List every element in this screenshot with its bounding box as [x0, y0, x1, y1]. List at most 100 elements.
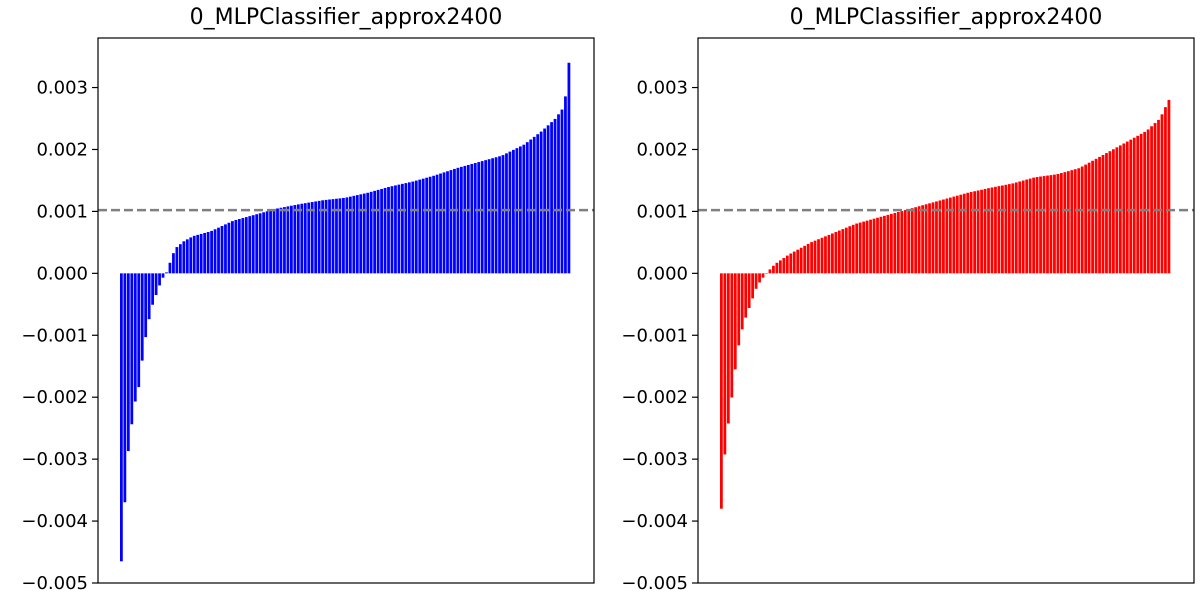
bar [175, 247, 179, 274]
bar [380, 188, 383, 274]
bar [1087, 162, 1091, 274]
bar [421, 178, 425, 274]
bar [449, 170, 453, 274]
y-tick-label: 0.000 [36, 263, 88, 284]
bar [747, 273, 751, 308]
bar [120, 273, 123, 562]
bar [782, 258, 786, 274]
y-tick-label: −0.002 [21, 387, 88, 408]
bar [1105, 153, 1108, 274]
bar [231, 221, 234, 274]
bar [512, 149, 515, 274]
bar [758, 273, 761, 283]
chart-title-left: 0_MLPClassifier_approx2400 [190, 5, 503, 30]
bar [858, 222, 862, 274]
y-tick-label: 0.003 [36, 78, 88, 99]
bar [983, 188, 987, 274]
plot-frame-right [697, 37, 1195, 584]
bar [862, 221, 866, 274]
bar [401, 183, 404, 274]
bar [744, 273, 748, 318]
bar [1025, 179, 1029, 274]
y-tick-label: 0.002 [636, 139, 688, 160]
bar [976, 190, 980, 274]
bar [1011, 183, 1015, 274]
bar [477, 162, 481, 274]
bar [529, 139, 533, 274]
bar [1108, 151, 1112, 274]
bar [924, 204, 928, 274]
bar [203, 232, 207, 274]
bar [900, 211, 904, 274]
bar [796, 249, 800, 274]
bar [1077, 168, 1081, 274]
bar [331, 199, 335, 274]
bar [886, 214, 890, 274]
bar [411, 181, 415, 274]
y-axis-right: −0.005 −0.004 −0.003 −0.002 −0.001 0.000 0.001… [621, 78, 698, 594]
bar [1046, 175, 1049, 274]
bar [935, 201, 938, 274]
bar [560, 109, 564, 274]
bar [1101, 155, 1105, 274]
bar [1129, 139, 1133, 274]
bar [525, 142, 529, 274]
bar [810, 242, 813, 274]
bar [733, 273, 737, 370]
bar [158, 273, 161, 286]
bar [269, 210, 272, 274]
bar [1063, 172, 1067, 274]
bar [206, 232, 210, 274]
bar [407, 182, 411, 274]
bar [720, 273, 723, 509]
bar [817, 239, 820, 274]
bar [1035, 177, 1039, 274]
bar [806, 243, 810, 274]
bar [820, 237, 824, 274]
bar [813, 240, 817, 274]
bar [1042, 176, 1046, 274]
bar [178, 244, 182, 274]
bar [1004, 184, 1008, 274]
bar [740, 273, 744, 330]
bar [723, 273, 727, 455]
bar [352, 195, 356, 274]
bar [328, 199, 331, 274]
bar [1146, 129, 1150, 274]
bar [827, 234, 831, 274]
bar [1007, 184, 1011, 274]
bar [872, 218, 876, 274]
bar [185, 239, 189, 274]
bar [199, 233, 203, 274]
bar [321, 200, 324, 274]
bar [317, 200, 321, 274]
bar [1091, 160, 1094, 274]
bar [505, 153, 508, 274]
bar [973, 191, 977, 274]
bar [376, 189, 380, 274]
bar [768, 269, 772, 274]
bar [1098, 156, 1101, 274]
bar [879, 216, 883, 274]
bar [865, 220, 869, 274]
bar [889, 213, 893, 274]
bar [262, 212, 266, 274]
chart-title-right: 0_MLPClassifier_approx2400 [790, 5, 1103, 30]
bar [172, 253, 175, 274]
bar [220, 226, 224, 274]
bar [737, 273, 741, 346]
bar [425, 177, 429, 274]
bar [567, 62, 571, 274]
bar [765, 272, 768, 274]
bar [224, 224, 227, 274]
bar [834, 232, 838, 274]
y-tick-label: 0.003 [636, 78, 688, 99]
bar [945, 198, 949, 274]
bar [355, 195, 359, 274]
bar [293, 205, 297, 274]
bar [498, 156, 501, 274]
bar [997, 186, 1001, 274]
bar [161, 273, 165, 278]
bar [366, 192, 370, 274]
bar [1132, 137, 1136, 274]
